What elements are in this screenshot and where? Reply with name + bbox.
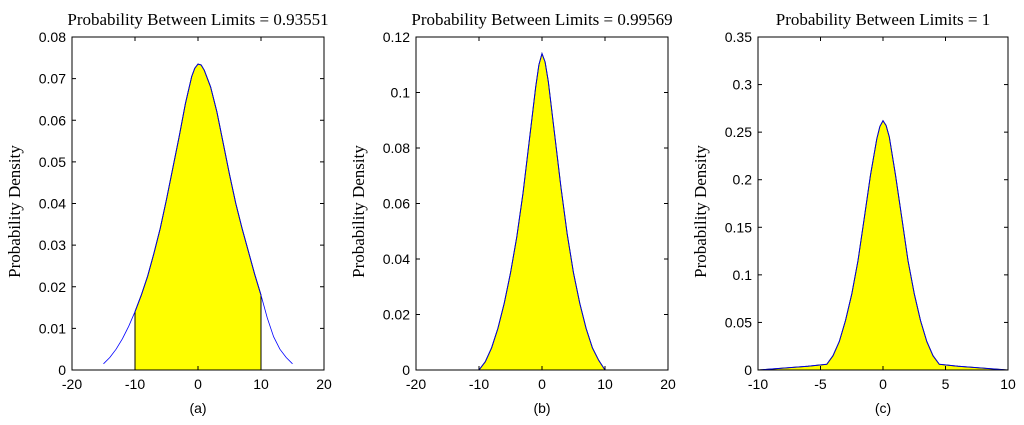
ylabel-c: Probability Density: [691, 145, 710, 278]
chart-c: 0 0.05 0.1 0.15 0.2 0.25 0.3 0.35 -10 -5 0 5 10 Proba…: [691, 10, 1016, 416]
shaded-area-c: [757, 119, 1009, 371]
density-curve-b: [416, 52, 668, 371]
ylabel-b: Probability Density: [349, 145, 368, 278]
ytick-label-b: 0.06: [383, 196, 410, 212]
xtick-label-a: -10: [125, 376, 145, 392]
shaded-area-b: [477, 51, 606, 371]
chart-title-a: Probability Between Limits = 0.93551: [67, 10, 328, 29]
xtick-label-a: -20: [62, 376, 82, 392]
ytick-label-c: 0.35: [725, 29, 752, 45]
ytick-label-b: 0.1: [391, 85, 411, 101]
chart-a: 0 0.01 0.02 0.03 0.04 0.05 0.06 0.07 0.08 -20 -10 0…: [5, 10, 332, 416]
xtick-label-b: 10: [597, 376, 613, 392]
ytick-label-a: 0.08: [39, 29, 66, 45]
xtick-label-b: -20: [406, 376, 426, 392]
chart-title-b: Probability Between Limits = 0.99569: [411, 10, 672, 29]
xtick-label-b: 20: [660, 376, 676, 392]
xtick-label-c: -10: [748, 376, 768, 392]
ytick-label-c: 0.25: [725, 124, 752, 140]
xtick-label-c: -5: [814, 376, 827, 392]
xtick-label-c: 5: [942, 376, 950, 392]
xtick-label-a: 10: [253, 376, 269, 392]
ytick-label-a: 0.03: [39, 237, 66, 253]
ytick-label-c: 0: [744, 362, 752, 378]
ytick-label-c: 0.3: [733, 77, 753, 93]
xtick-label-c: 10: [1000, 376, 1016, 392]
ytick-label-c: 0.15: [725, 219, 752, 235]
xtick-label-b: 0: [538, 376, 546, 392]
caption-a: (a): [189, 400, 206, 416]
caption-c: (c): [875, 400, 891, 416]
density-curve-c: [757, 119, 1009, 371]
ytick-label-a: 0.01: [39, 320, 66, 336]
ytick-label-b: 0.02: [383, 307, 410, 323]
xtick-label-a: 0: [194, 376, 202, 392]
ytick-label-a: 0: [58, 362, 66, 378]
density-curve-a: [103, 63, 293, 365]
ytick-label-c: 0.05: [725, 314, 752, 330]
chart-b: 0 0.02 0.04 0.06 0.08 0.1 0.12 -20 -10 0 10 20 Proba…: [349, 10, 676, 416]
ytick-label-b: 0.12: [383, 29, 410, 45]
ytick-label-a: 0.06: [39, 112, 66, 128]
shaded-area-a: [134, 63, 262, 371]
ytick-label-a: 0.07: [39, 71, 66, 87]
xtick-label-b: -10: [469, 376, 489, 392]
ytick-label-a: 0.02: [39, 279, 66, 295]
ytick-label-a: 0.04: [39, 196, 66, 212]
ytick-label-a: 0.05: [39, 154, 66, 170]
caption-b: (b): [533, 400, 550, 416]
ytick-label-b: 0: [402, 362, 410, 378]
chart-title-c: Probability Between Limits = 1: [776, 10, 991, 29]
ytick-label-c: 0.1: [733, 267, 753, 283]
ytick-label-b: 0.04: [383, 251, 410, 267]
ytick-label-b: 0.08: [383, 140, 410, 156]
ytick-label-c: 0.2: [733, 172, 753, 188]
xtick-label-a: 20: [316, 376, 332, 392]
xtick-label-c: 0: [879, 376, 887, 392]
ylabel-a: Probability Density: [5, 145, 24, 278]
